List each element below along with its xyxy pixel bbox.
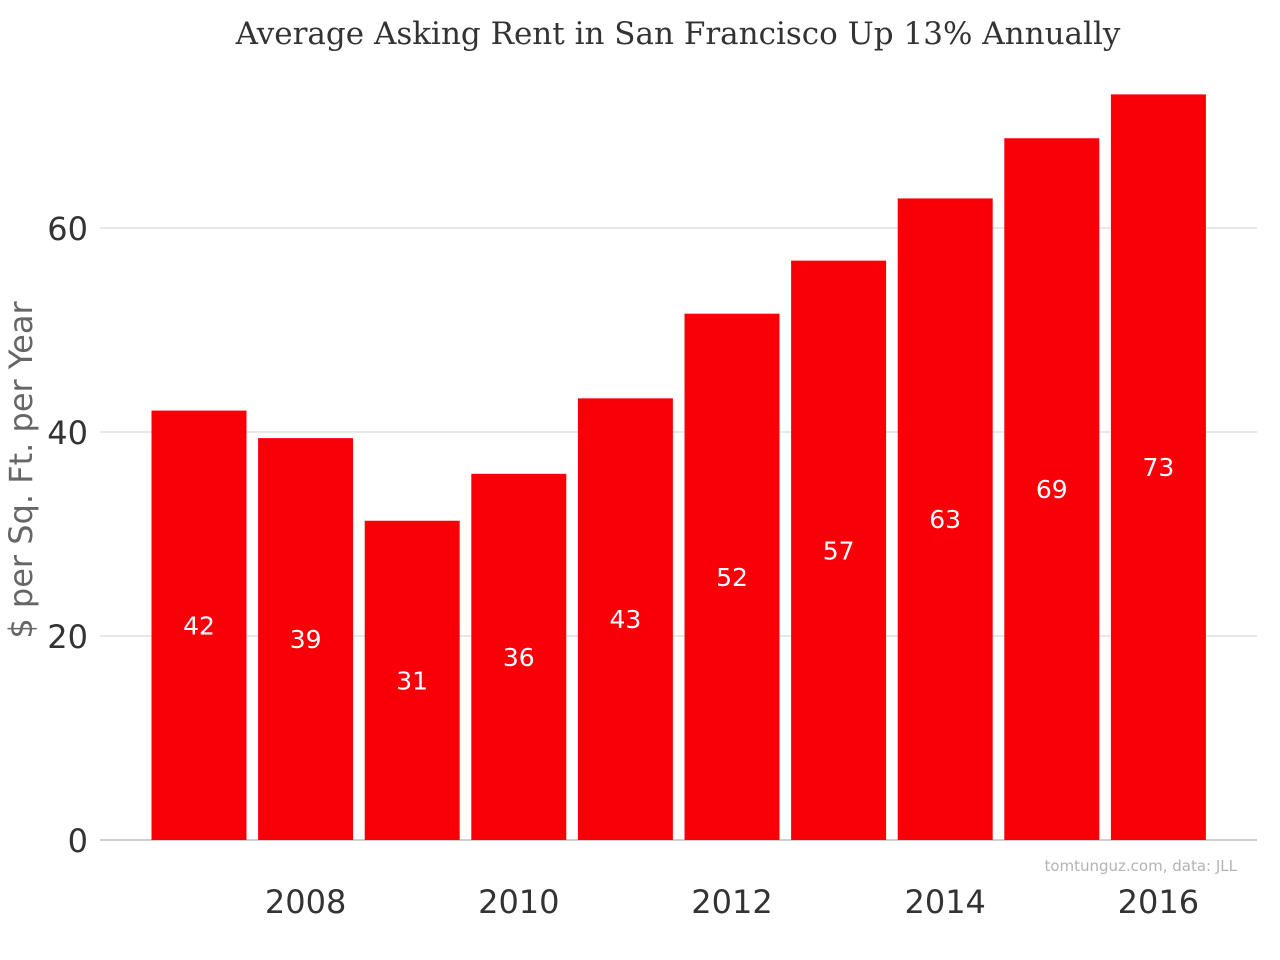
bar bbox=[1110, 94, 1206, 840]
bar-data-label: 69 bbox=[1036, 475, 1068, 504]
x-tick-label: 2012 bbox=[691, 883, 772, 921]
bar-data-label: 52 bbox=[716, 563, 748, 592]
x-tick-label: 2008 bbox=[265, 883, 346, 921]
bar bbox=[258, 438, 354, 840]
bar bbox=[364, 520, 460, 840]
bar bbox=[684, 313, 780, 840]
bar bbox=[151, 410, 247, 840]
y-tick-label: 40 bbox=[47, 414, 88, 452]
bar-data-label: 42 bbox=[183, 611, 215, 640]
bar bbox=[897, 198, 993, 841]
y-tick-label: 60 bbox=[47, 210, 88, 248]
bar-data-label: 36 bbox=[503, 643, 535, 672]
bar-data-label: 63 bbox=[929, 505, 961, 534]
bar-data-label: 57 bbox=[823, 536, 855, 565]
y-tick-label: 0 bbox=[68, 822, 88, 860]
bars bbox=[151, 94, 1206, 841]
y-axis-label: $ per Sq. Ft. per Year bbox=[2, 301, 40, 639]
source-note: tomtunguz.com, data: JLL bbox=[1044, 857, 1237, 875]
x-tick-label: 2014 bbox=[904, 883, 985, 921]
bar bbox=[471, 473, 567, 840]
chart-title: Average Asking Rent in San Francisco Up … bbox=[235, 16, 1121, 52]
bar-data-labels: 42 39 31 36 43 52 57 63 69 73 bbox=[183, 453, 1174, 695]
bar bbox=[577, 398, 673, 840]
x-axis-ticks: 2008 2010 2012 2014 2016 bbox=[265, 883, 1199, 921]
y-tick-label: 20 bbox=[47, 618, 88, 656]
bar-data-label: 31 bbox=[396, 666, 428, 695]
bar-data-label: 39 bbox=[290, 625, 322, 654]
bar-data-label: 43 bbox=[609, 605, 641, 634]
bar bbox=[791, 260, 887, 840]
bar-data-label: 73 bbox=[1142, 453, 1174, 482]
y-axis-ticks: 0 20 40 60 bbox=[47, 210, 88, 860]
x-tick-label: 2010 bbox=[478, 883, 559, 921]
x-tick-label: 2016 bbox=[1118, 883, 1199, 921]
bar bbox=[1004, 138, 1100, 841]
